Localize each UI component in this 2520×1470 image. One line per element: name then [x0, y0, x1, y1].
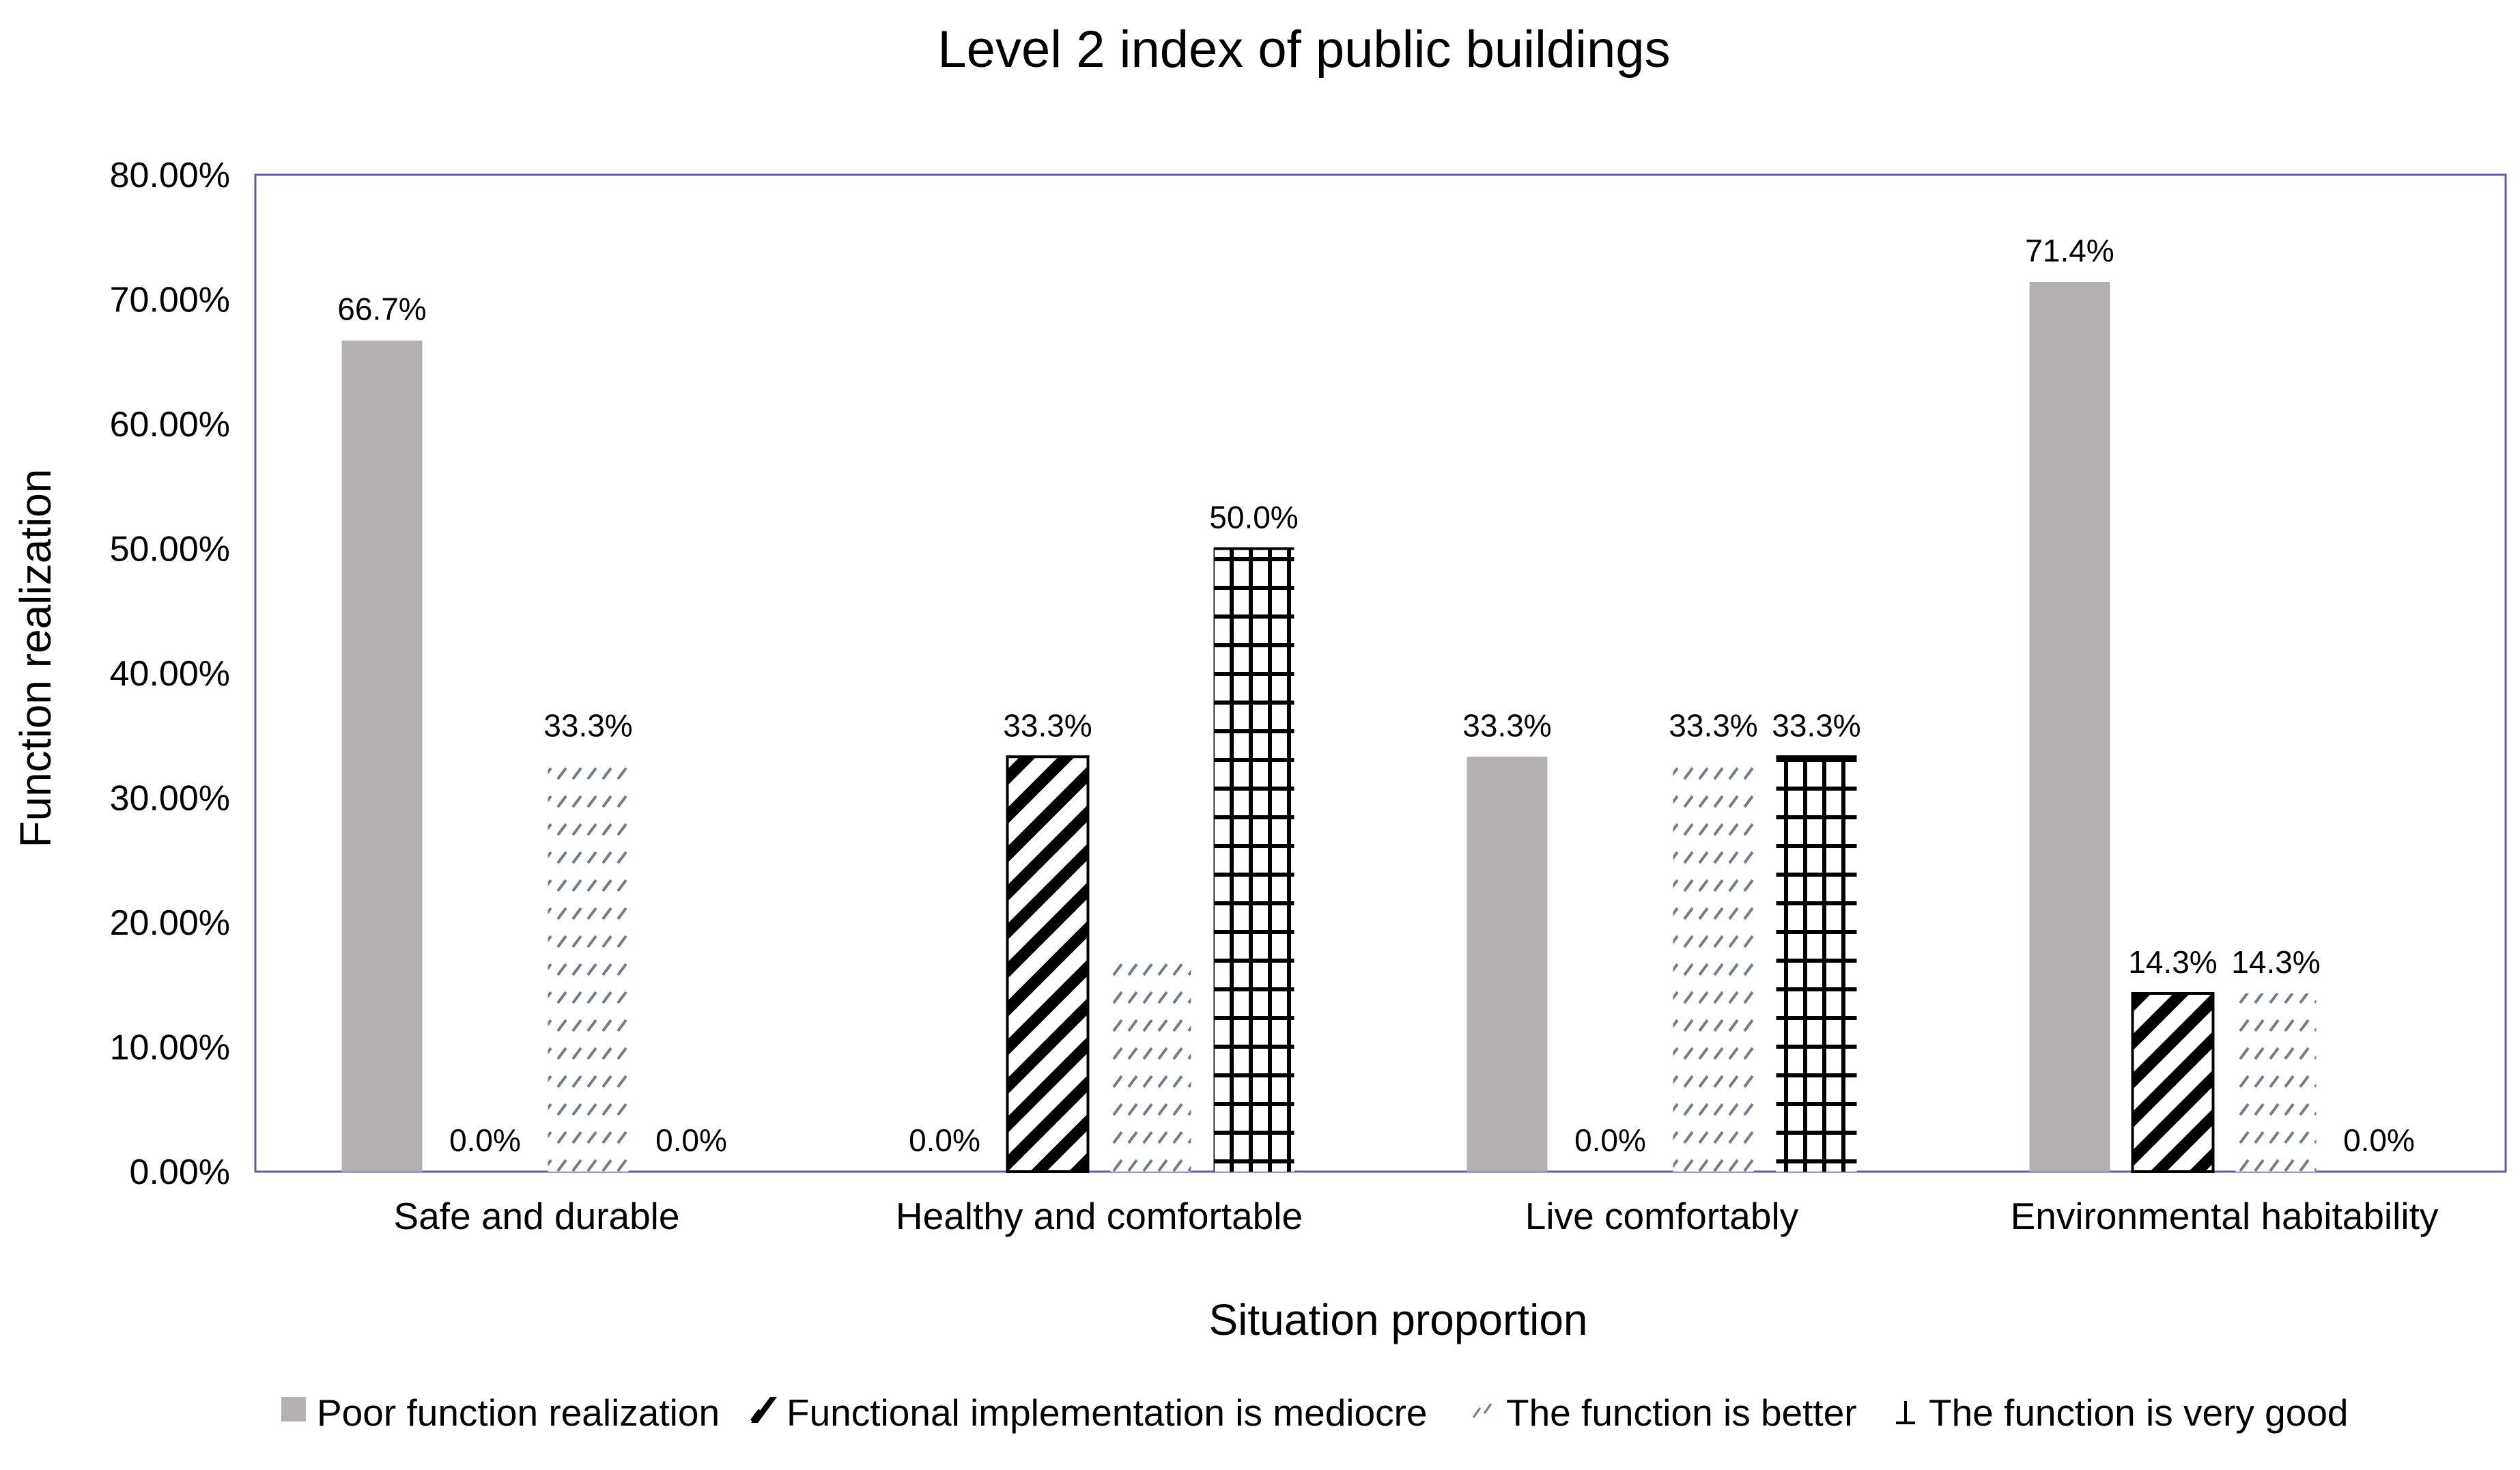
y-tick-label: 60.00%: [110, 405, 230, 444]
bar-dashed-diagonal-0: [548, 757, 629, 1172]
x-axis-title: Situation proportion: [1208, 1295, 1587, 1344]
y-tick-label: 0.00%: [130, 1153, 230, 1192]
data-label: 33.3%: [1772, 707, 1860, 743]
legend-label: The function is very good: [1929, 1391, 2349, 1434]
x-category-label: Live comfortably: [1525, 1195, 1799, 1237]
data-label: 33.3%: [1669, 707, 1757, 743]
y-tick-label: 10.00%: [110, 1028, 230, 1068]
data-label: 50.0%: [1209, 500, 1298, 535]
y-tick-label: 70.00%: [110, 281, 230, 320]
y-tick-label: 20.00%: [110, 903, 230, 943]
data-label: 71.4%: [2025, 233, 2114, 268]
data-label: 66.7%: [337, 292, 426, 327]
legend-label: Poor function realization: [317, 1391, 720, 1434]
legend-label: The function is better: [1506, 1391, 1857, 1434]
data-label: 33.3%: [1003, 707, 1092, 743]
data-label: 14.3%: [2231, 944, 2320, 980]
legend: Poor function realization Functional impl…: [281, 1391, 2349, 1434]
data-label: 33.3%: [543, 707, 632, 743]
data-label: 14.3%: [2128, 944, 2217, 980]
y-tick-label: 50.00%: [110, 530, 230, 569]
bar-solid-gray-0: [341, 340, 423, 1172]
data-label: 0.0%: [2343, 1122, 2415, 1158]
data-label: 0.0%: [655, 1122, 727, 1158]
y-tick-label: 80.00%: [110, 156, 230, 195]
legend-swatch-gray: [281, 1397, 306, 1422]
chart-title: Level 2 index of public buildings: [937, 20, 1670, 79]
legend-label: Functional implementation is mediocre: [787, 1391, 1428, 1434]
y-axis: 0.00% 10.00% 20.00% 30.00% 40.00% 50.00% 60.00…: [110, 156, 230, 1192]
bar-dashed-diagonal-2: [1673, 757, 1754, 1172]
legend-swatch-dashed: [1472, 1407, 1482, 1418]
x-category-label: Healthy and comfortable: [896, 1195, 1303, 1237]
bar-grid-1: [1213, 548, 1294, 1172]
bar-dashed-diagonal-3: [2235, 993, 2317, 1172]
y-axis-title: Function realization: [11, 469, 60, 848]
bars: [341, 281, 2317, 1174]
plot-area-border: [254, 173, 2507, 1173]
bar-solid-gray-3: [2029, 281, 2110, 1172]
x-category-label: Environmental habitability: [2011, 1195, 2439, 1237]
bar-dashed-diagonal-1: [1110, 963, 1191, 1172]
bar-grid-2: [1776, 757, 1857, 1172]
bar-outline: [1006, 755, 1090, 1173]
data-label: 33.3%: [1462, 707, 1551, 743]
bar-outline: [2131, 992, 2215, 1174]
data-label: 0.0%: [449, 1122, 521, 1158]
data-label: 0.0%: [909, 1122, 980, 1158]
bar-solid-gray-2: [1467, 757, 1548, 1172]
y-tick-label: 40.00%: [110, 654, 230, 694]
bar-wide-diagonal-3: [2132, 993, 2213, 1172]
y-tick-label: 30.00%: [110, 779, 230, 819]
data-label: 0.0%: [1574, 1122, 1646, 1158]
x-axis: Safe and durable Healthy and comfortable L…: [394, 1195, 2439, 1237]
data-labels: 66.7% 0.0% 33.3% 0.0% 0.0% 33.3% 50.0% 33.3% 0.0…: [337, 233, 2415, 1158]
legend-swatch-dashed-2: [1483, 1403, 1492, 1414]
x-category-label: Safe and durable: [394, 1195, 680, 1237]
legend-swatch-diagonal-mark: [750, 1409, 763, 1424]
bar-wide-diagonal-1: [1007, 757, 1088, 1172]
